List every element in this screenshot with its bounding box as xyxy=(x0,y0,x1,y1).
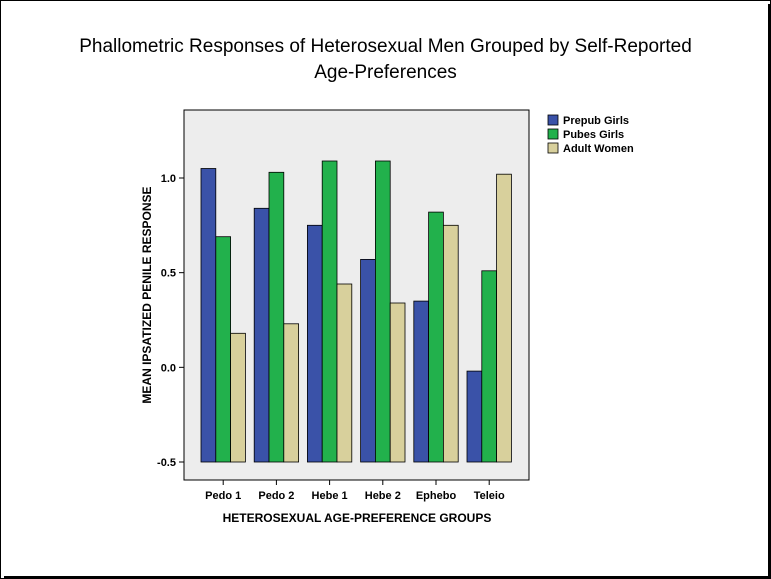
x-tick-label: Hebe 1 xyxy=(312,490,348,502)
y-axis-title: MEAN IPSATIZED PENILE RESPONSE xyxy=(140,186,154,403)
chart-title: Phallometric Responses of Heterosexual M… xyxy=(79,36,692,83)
bar-adult-women-pedo-1 xyxy=(230,332,246,463)
bar-pubes-girls-hebe-2 xyxy=(374,160,391,463)
legend-swatch-adult-women xyxy=(547,142,559,154)
x-tick-label: Teleio xyxy=(474,490,505,502)
y-tick-label: 1.0 xyxy=(161,173,176,185)
frame-shadow-bottom xyxy=(4,576,771,579)
bar-pubes-girls-ephebo xyxy=(428,211,444,463)
bar-adult-women-teleio xyxy=(496,173,512,463)
x-tick-label: Pedo 2 xyxy=(258,490,294,502)
bar-pubes-girls-pedo-2 xyxy=(268,171,285,463)
bar-prepub-girls-ephebo xyxy=(413,300,429,463)
x-tick-label: Ephebo xyxy=(416,490,457,502)
bar-prepub-girls-pedo-1 xyxy=(200,168,217,463)
y-tick-label: -0.5 xyxy=(157,457,176,469)
bar-prepub-girls-pedo-2 xyxy=(253,207,270,463)
bar-adult-women-hebe-1 xyxy=(336,283,353,463)
y-tick-label: 0.5 xyxy=(161,268,176,280)
x-axis-title: HETEROSEXUAL AGE-PREFERENCE GROUPS xyxy=(223,511,492,525)
bar-pubes-girls-pedo-1 xyxy=(215,236,232,463)
bar-pubes-girls-teleio xyxy=(481,270,497,463)
legend-swatch-pubes-girls xyxy=(547,128,559,140)
legend-swatch-prepub-girls xyxy=(547,114,559,126)
bar-prepub-girls-hebe-2 xyxy=(360,258,376,463)
bar-prepub-girls-teleio xyxy=(466,370,483,463)
bar-prepub-girls-hebe-1 xyxy=(306,224,323,463)
legend-label-pubes-girls: Pubes Girls xyxy=(563,129,624,141)
y-tick-label: 0.0 xyxy=(161,362,176,374)
legend-label-prepub-girls: Prepub Girls xyxy=(563,115,629,127)
legend-label-adult-women: Adult Women xyxy=(563,143,634,155)
bar-adult-women-pedo-2 xyxy=(283,323,299,463)
frame-shadow-right xyxy=(768,4,771,579)
x-tick-label: Pedo 1 xyxy=(205,490,241,502)
x-tick-label: Hebe 2 xyxy=(365,490,401,502)
bar-adult-women-hebe-2 xyxy=(389,302,406,463)
bar-adult-women-ephebo xyxy=(442,224,459,463)
bar-pubes-girls-hebe-1 xyxy=(321,160,338,463)
